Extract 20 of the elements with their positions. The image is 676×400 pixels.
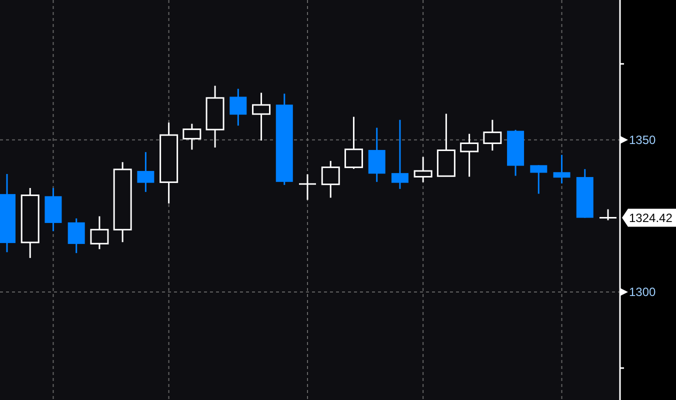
candlestick (391, 119, 408, 190)
candlestick (321, 160, 340, 198)
candlestick (530, 164, 548, 195)
candlestick (90, 216, 109, 250)
candlestick (298, 174, 317, 201)
candlestick (68, 218, 85, 254)
candlestick (414, 156, 432, 183)
y-tick-label: 1300 (629, 285, 656, 300)
y-tick-label: 1350 (629, 133, 656, 148)
candlestick (252, 92, 271, 142)
candlestick (182, 123, 202, 150)
candlestick (230, 88, 247, 126)
candlestick (460, 133, 479, 178)
candlestick (368, 127, 386, 183)
candlestick (137, 151, 154, 193)
candlestick (344, 116, 363, 170)
candlestick (483, 119, 502, 152)
candlestick (598, 208, 618, 221)
text: 1324.42 (629, 210, 673, 225)
candlestick (553, 154, 570, 184)
